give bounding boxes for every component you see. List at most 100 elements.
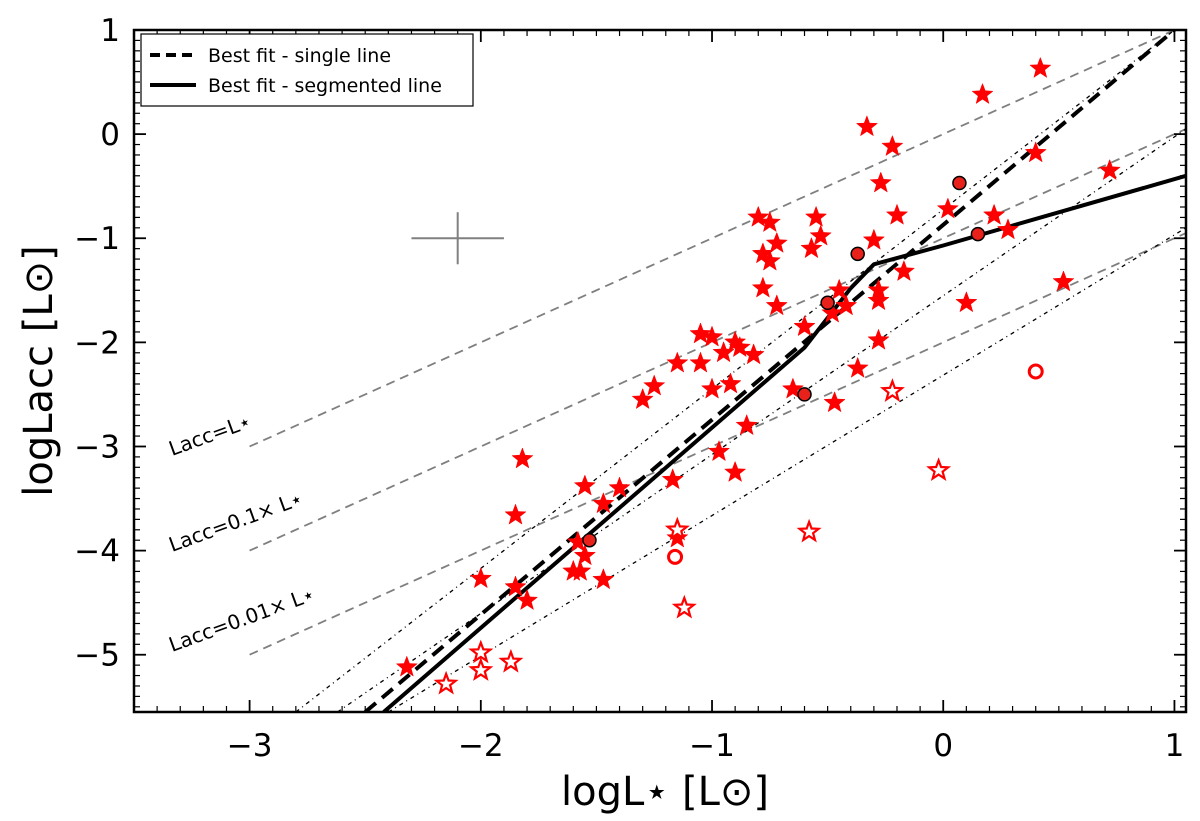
filled-star-point bbox=[821, 301, 844, 323]
filled-star-point bbox=[793, 314, 816, 337]
open-star-point bbox=[671, 594, 697, 619]
y-axis-label: logLacc [L⊙] bbox=[16, 245, 62, 496]
filled-star-point bbox=[892, 259, 916, 282]
ticks-group: −3 −2 −1 0 1 −5 −4 −3 −2 −1 0 1 bbox=[74, 13, 1186, 764]
filled-star-point bbox=[608, 476, 631, 498]
filled-circle-point bbox=[582, 532, 597, 548]
filled-star-point bbox=[1052, 270, 1075, 292]
ref-label-3: Lacc=0.01× L⋆ bbox=[166, 582, 318, 657]
filled-star-point bbox=[643, 374, 666, 396]
open-circle-point bbox=[1027, 363, 1044, 380]
filled-star-point bbox=[469, 566, 492, 589]
filled-circle-point bbox=[850, 246, 865, 262]
reference-lines-group bbox=[249, 30, 1186, 656]
filled-star-point bbox=[867, 328, 890, 350]
x-tick-label: −2 bbox=[458, 728, 504, 764]
filled-star-point bbox=[747, 205, 770, 227]
filled-star-point bbox=[661, 468, 684, 490]
fit-single-line bbox=[363, 30, 1176, 712]
fit-lines-group bbox=[363, 30, 1186, 712]
filled-star-point bbox=[881, 134, 904, 157]
filled-star-point bbox=[867, 288, 890, 311]
filled-star-point bbox=[982, 203, 1006, 225]
filled-star-point bbox=[504, 575, 527, 597]
y-tick-label: −2 bbox=[74, 325, 120, 361]
reference-labels-group: Lacc=L⋆ Lacc=0.1× L⋆ Lacc=0.01× L⋆ bbox=[166, 409, 318, 657]
filled-star-point bbox=[751, 276, 774, 298]
filled-star-point bbox=[1024, 141, 1047, 163]
filled-star-point bbox=[707, 439, 731, 462]
filled-star-point bbox=[996, 218, 1020, 240]
open-star-point bbox=[879, 378, 905, 402]
filled-star-point bbox=[631, 387, 654, 410]
filled-star-point bbox=[395, 655, 418, 677]
filled-star-point bbox=[592, 492, 615, 514]
filled-circle-point bbox=[797, 387, 812, 402]
open-star-point bbox=[468, 639, 494, 664]
y-tick-label: −1 bbox=[74, 221, 120, 257]
legend-box bbox=[140, 33, 474, 107]
fit-segmented-line bbox=[382, 173, 1186, 712]
filled-star-point bbox=[800, 236, 823, 259]
legend-label-single: Best fit - single line bbox=[208, 45, 391, 67]
open-star-point bbox=[796, 518, 822, 543]
x-tick-label: −1 bbox=[689, 728, 735, 764]
filled-star-point bbox=[719, 372, 742, 394]
filled-star-point bbox=[689, 322, 712, 344]
filled-star-point bbox=[666, 351, 689, 373]
filled-star-point bbox=[511, 447, 534, 469]
y-tick-label: −3 bbox=[74, 429, 120, 465]
open-circle-point bbox=[667, 548, 684, 565]
x-tick-label: 0 bbox=[933, 728, 953, 764]
filled-circle-point bbox=[820, 295, 835, 311]
filled-star-point bbox=[758, 249, 781, 271]
y-tick-label: 0 bbox=[100, 117, 120, 153]
filled-star-point bbox=[735, 413, 758, 436]
filled-star-point bbox=[955, 291, 978, 313]
filled-star-point bbox=[666, 526, 689, 548]
x-axis-label: logL⋆ [L⊙] bbox=[561, 769, 769, 815]
ref-label-1: Lacc=L⋆ bbox=[166, 409, 255, 461]
dashdot-lines-group bbox=[295, 30, 1186, 712]
filled-star-point bbox=[689, 351, 712, 373]
y-tick-label: 1 bbox=[100, 13, 120, 49]
dashdot-line-1 bbox=[295, 30, 1175, 712]
filled-star-point bbox=[804, 205, 828, 227]
filled-star-point bbox=[862, 228, 885, 250]
points-group bbox=[395, 56, 1121, 695]
filled-star-point bbox=[936, 197, 959, 219]
open-star-point bbox=[926, 457, 952, 482]
x-tick-label: 1 bbox=[1165, 728, 1185, 764]
y-tick-label: −4 bbox=[74, 534, 120, 570]
filled-star-point bbox=[573, 544, 596, 566]
filled-star-point bbox=[781, 377, 805, 399]
filled-star-point bbox=[855, 115, 879, 137]
filled-star-point bbox=[700, 325, 724, 347]
filled-star-point bbox=[846, 356, 869, 378]
filled-star-point bbox=[742, 343, 765, 365]
x-tick-label: −3 bbox=[227, 728, 273, 764]
open-star-point bbox=[664, 516, 690, 541]
filled-star-point bbox=[971, 82, 994, 105]
filled-star-point bbox=[1098, 158, 1121, 181]
filled-star-point bbox=[823, 391, 846, 413]
open-star-point bbox=[498, 648, 524, 673]
y-tick-label: −5 bbox=[74, 638, 120, 674]
filled-circle-point bbox=[970, 226, 986, 242]
filled-star-point bbox=[700, 377, 724, 399]
filled-star-point bbox=[592, 568, 615, 590]
filled-star-point bbox=[515, 588, 539, 611]
filled-circle-point bbox=[952, 175, 967, 191]
filled-star-point bbox=[869, 171, 892, 193]
filled-star-point bbox=[573, 474, 596, 496]
filled-star-point bbox=[728, 335, 751, 358]
filled-star-point bbox=[835, 294, 858, 316]
filled-star-point bbox=[569, 559, 592, 581]
filled-star-point bbox=[809, 224, 832, 246]
filled-star-point bbox=[724, 460, 747, 482]
filled-star-point bbox=[765, 231, 788, 253]
dashdot-line-3 bbox=[387, 227, 1186, 712]
filled-star-point bbox=[1029, 56, 1052, 78]
dashdot-line-2 bbox=[337, 128, 1186, 712]
